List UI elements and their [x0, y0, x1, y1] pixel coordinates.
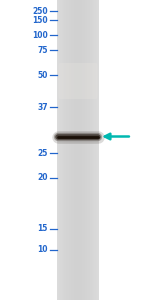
Bar: [94, 0, 95, 300]
Bar: [64, 0, 66, 300]
Bar: [75, 0, 76, 300]
Bar: [78, 0, 79, 300]
Bar: [70, 0, 71, 300]
Bar: [82, 0, 84, 300]
Bar: [86, 0, 88, 300]
Bar: [71, 0, 72, 300]
Text: 150: 150: [32, 16, 48, 25]
Text: 100: 100: [32, 31, 48, 40]
Bar: [97, 0, 98, 300]
Bar: [88, 0, 90, 300]
Text: 50: 50: [38, 70, 48, 80]
Bar: [91, 0, 92, 300]
Bar: [73, 0, 74, 300]
Bar: [96, 0, 97, 300]
Bar: [95, 0, 96, 300]
Bar: [81, 0, 82, 300]
Bar: [93, 0, 94, 300]
Bar: [92, 0, 93, 300]
Bar: [72, 0, 73, 300]
Bar: [63, 0, 65, 300]
Bar: [79, 0, 80, 300]
Bar: [58, 0, 59, 300]
Bar: [60, 0, 62, 300]
Text: 10: 10: [38, 245, 48, 254]
Bar: [83, 0, 85, 300]
Bar: [62, 0, 64, 300]
Bar: [84, 0, 86, 300]
Text: 15: 15: [38, 224, 48, 233]
Bar: [74, 0, 75, 300]
Text: 20: 20: [38, 173, 48, 182]
Bar: [65, 0, 67, 300]
Bar: [69, 0, 70, 300]
Bar: [90, 0, 91, 300]
Bar: [87, 0, 89, 300]
Bar: [98, 0, 99, 300]
Bar: [77, 0, 78, 300]
Bar: [57, 0, 58, 300]
Bar: [59, 0, 60, 300]
Bar: [68, 0, 69, 300]
Text: 25: 25: [38, 148, 48, 158]
Text: 37: 37: [37, 103, 48, 112]
Bar: [66, 0, 68, 300]
FancyBboxPatch shape: [58, 63, 98, 99]
Bar: [61, 0, 63, 300]
Bar: [80, 0, 81, 300]
Text: 250: 250: [32, 7, 48, 16]
Text: 75: 75: [38, 46, 48, 55]
Bar: [85, 0, 87, 300]
Bar: [76, 0, 77, 300]
